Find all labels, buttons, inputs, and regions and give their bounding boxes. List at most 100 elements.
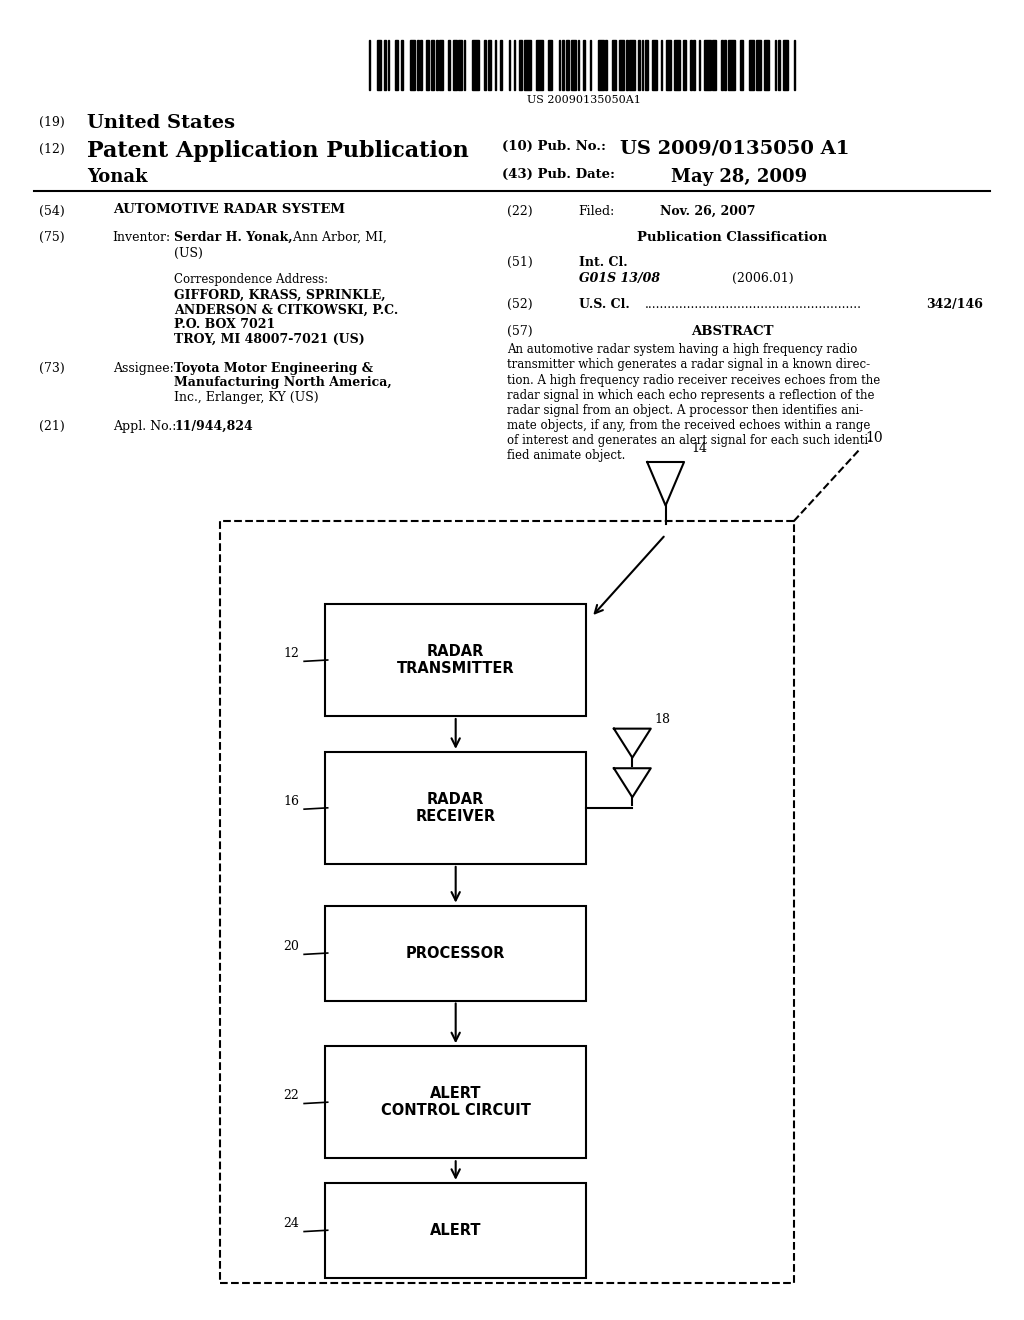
- Bar: [764, 40, 769, 90]
- Text: 22: 22: [284, 1089, 299, 1102]
- Text: Inc., Erlanger, KY (US): Inc., Erlanger, KY (US): [174, 391, 318, 404]
- Bar: [605, 40, 607, 90]
- Text: (US): (US): [174, 247, 203, 260]
- Bar: [377, 40, 381, 90]
- Text: Assignee:: Assignee:: [113, 362, 173, 375]
- Text: RADAR
TRANSMITTER: RADAR TRANSMITTER: [397, 644, 514, 676]
- Bar: [514, 40, 515, 90]
- Text: (52): (52): [507, 298, 532, 312]
- Text: (21): (21): [39, 420, 65, 433]
- Bar: [698, 40, 700, 90]
- Text: ALERT
CONTROL CIRCUIT: ALERT CONTROL CIRCUIT: [381, 1086, 530, 1118]
- Text: Serdar H. Yonak,: Serdar H. Yonak,: [174, 231, 293, 244]
- Bar: [388, 40, 389, 90]
- Bar: [394, 40, 398, 90]
- Text: GIFFORD, KRASS, SPRINKLE,: GIFFORD, KRASS, SPRINKLE,: [174, 289, 386, 302]
- Bar: [326, 605, 586, 715]
- Text: P.O. BOX 7021: P.O. BOX 7021: [174, 318, 275, 331]
- Text: (73): (73): [39, 362, 65, 375]
- Bar: [693, 40, 695, 90]
- Text: (2006.01): (2006.01): [732, 272, 794, 285]
- Bar: [598, 40, 603, 90]
- Text: AUTOMOTIVE RADAR SYSTEM: AUTOMOTIVE RADAR SYSTEM: [113, 203, 345, 216]
- Text: 16: 16: [283, 795, 299, 808]
- Bar: [421, 40, 422, 90]
- Text: ABSTRACT: ABSTRACT: [691, 325, 773, 338]
- Text: 12: 12: [283, 647, 299, 660]
- Text: Inventor:: Inventor:: [113, 231, 171, 244]
- Bar: [740, 40, 743, 90]
- Bar: [721, 40, 723, 90]
- Bar: [487, 40, 492, 90]
- Text: Int. Cl.: Int. Cl.: [579, 256, 627, 269]
- Bar: [519, 40, 522, 90]
- Bar: [410, 40, 416, 90]
- Bar: [439, 40, 443, 90]
- Bar: [326, 906, 586, 1001]
- Text: US 20090135050A1: US 20090135050A1: [526, 95, 641, 106]
- Text: United States: United States: [87, 114, 236, 132]
- Bar: [570, 40, 575, 90]
- Text: Correspondence Address:: Correspondence Address:: [174, 273, 329, 286]
- Bar: [578, 40, 580, 90]
- Text: An automotive radar system having a high frequency radio: An automotive radar system having a high…: [507, 343, 857, 356]
- Text: of interest and generates an alert signal for each such identi-: of interest and generates an alert signa…: [507, 434, 872, 447]
- Text: ALERT: ALERT: [430, 1222, 481, 1238]
- Text: U.S. Cl.: U.S. Cl.: [579, 298, 630, 312]
- Bar: [326, 751, 586, 863]
- Bar: [220, 521, 794, 1283]
- Text: 10: 10: [865, 430, 883, 445]
- Text: Manufacturing North America,: Manufacturing North America,: [174, 376, 392, 389]
- Bar: [524, 40, 531, 90]
- Bar: [454, 40, 457, 90]
- Bar: [774, 40, 776, 90]
- Text: (75): (75): [39, 231, 65, 244]
- Text: (54): (54): [39, 205, 65, 218]
- Bar: [583, 40, 585, 90]
- Bar: [620, 40, 625, 90]
- Bar: [666, 40, 671, 90]
- Text: G01S 13/08: G01S 13/08: [579, 272, 659, 285]
- Bar: [384, 40, 386, 90]
- Bar: [484, 40, 486, 90]
- Bar: [509, 40, 510, 90]
- Bar: [459, 40, 462, 90]
- Text: tion. A high frequency radio receiver receives echoes from the: tion. A high frequency radio receiver re…: [507, 374, 881, 387]
- Text: 342/146: 342/146: [926, 298, 983, 312]
- Bar: [638, 40, 640, 90]
- Bar: [548, 40, 552, 90]
- Text: 20: 20: [283, 940, 299, 953]
- Text: RADAR
RECEIVER: RADAR RECEIVER: [416, 792, 496, 824]
- Text: (57): (57): [507, 325, 532, 338]
- Text: (51): (51): [507, 256, 532, 269]
- Text: Nov. 26, 2007: Nov. 26, 2007: [660, 205, 756, 218]
- Bar: [626, 40, 628, 90]
- Bar: [565, 40, 569, 90]
- Bar: [749, 40, 754, 90]
- Bar: [683, 40, 686, 90]
- Text: Appl. No.:: Appl. No.:: [113, 420, 176, 433]
- Bar: [590, 40, 592, 90]
- Bar: [537, 40, 543, 90]
- Bar: [756, 40, 761, 90]
- Bar: [630, 40, 635, 90]
- Bar: [472, 40, 479, 90]
- Text: radar signal in which each echo represents a reflection of the: radar signal in which each echo represen…: [507, 388, 874, 401]
- Bar: [645, 40, 648, 90]
- Text: fied animate object.: fied animate object.: [507, 449, 626, 462]
- Bar: [436, 40, 437, 90]
- Text: PROCESSOR: PROCESSOR: [406, 945, 506, 961]
- Bar: [728, 40, 735, 90]
- Text: (43) Pub. Date:: (43) Pub. Date:: [502, 168, 614, 181]
- Bar: [326, 1183, 586, 1278]
- Bar: [464, 40, 465, 90]
- Text: ANDERSON & CITKOWSKI, P.C.: ANDERSON & CITKOWSKI, P.C.: [174, 304, 398, 317]
- Text: Yonak: Yonak: [87, 168, 147, 186]
- Bar: [794, 40, 796, 90]
- Bar: [449, 40, 450, 90]
- Bar: [426, 40, 429, 90]
- Text: Filed:: Filed:: [579, 205, 614, 218]
- Bar: [401, 40, 403, 90]
- Text: US 2009/0135050 A1: US 2009/0135050 A1: [620, 140, 849, 158]
- Text: Toyota Motor Engineering &: Toyota Motor Engineering &: [174, 362, 373, 375]
